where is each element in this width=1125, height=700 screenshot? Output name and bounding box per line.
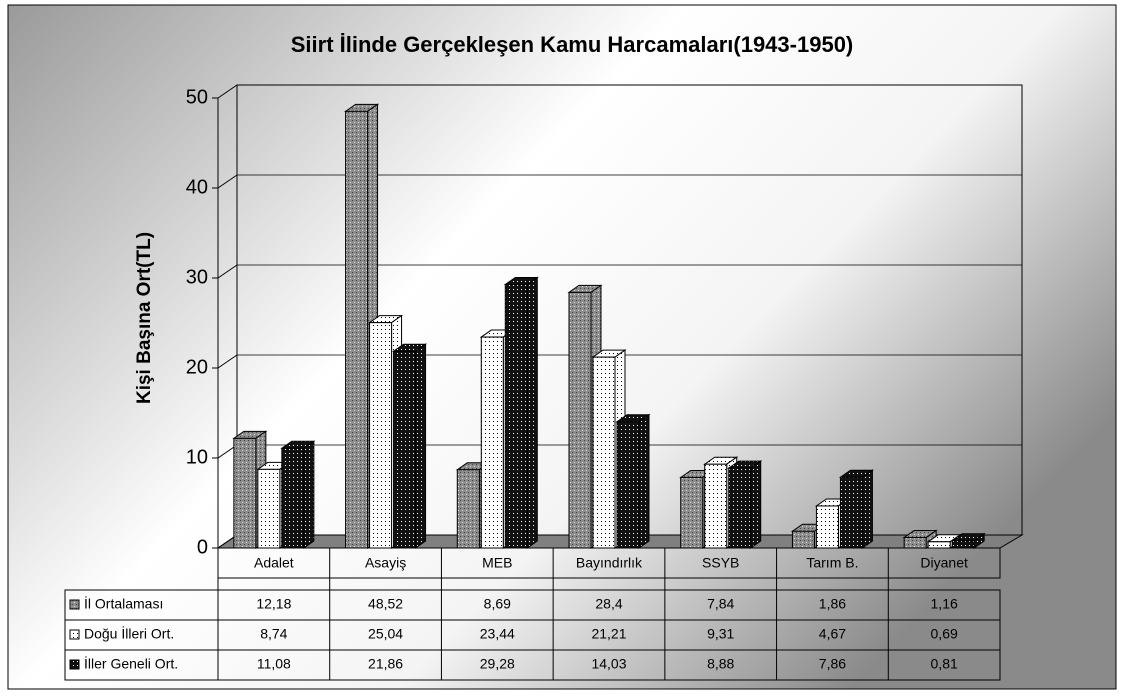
table-cell: 8,74 [260, 626, 287, 642]
x-tick-label: Diyanet [920, 555, 968, 571]
bar-front [951, 540, 975, 549]
table-cell: 48,52 [368, 596, 403, 612]
bar [615, 413, 651, 549]
bar-front [616, 421, 640, 549]
table-cell: 1,86 [819, 596, 846, 612]
table-cell: 14,03 [591, 656, 626, 672]
bar-front [927, 541, 951, 549]
table-cell: 25,04 [368, 626, 403, 642]
y-tick-depth [217, 84, 238, 99]
bar [280, 440, 316, 549]
table-cell: 23,44 [480, 626, 515, 642]
legend-label: İl Ortalaması [84, 595, 163, 612]
bar-front [504, 283, 528, 549]
bar-front [345, 110, 369, 549]
bar-front [233, 437, 257, 549]
bar-side [750, 460, 762, 549]
bar-front [839, 476, 863, 549]
x-tick-label: Tarım B. [806, 555, 858, 571]
table-cell: 8,88 [707, 656, 734, 672]
legend-key [69, 659, 80, 670]
y-tick-label: 20 [186, 356, 208, 378]
table-cell: 9,31 [707, 626, 734, 642]
table-cell: 8,69 [484, 596, 511, 612]
x-tick-label: Adalet [254, 555, 294, 571]
y-tick-label: 0 [197, 536, 208, 558]
x-tick-label: Bayındırlık [576, 555, 643, 571]
bar-front [903, 537, 927, 549]
bar-front [257, 468, 281, 549]
bar-side [526, 276, 538, 549]
bar [950, 532, 986, 549]
x-tick-label: Asayiş [365, 555, 406, 571]
table-cell: 21,21 [591, 626, 626, 642]
table-cell: 7,86 [819, 656, 846, 672]
table-cell: 11,08 [257, 656, 291, 672]
y-axis-label: Kişi Başına Ort(TL) [134, 232, 155, 404]
table-cell: 21,86 [368, 656, 403, 672]
bar-side [861, 469, 873, 549]
table-cell: 0,81 [931, 656, 958, 672]
legend-key [69, 599, 80, 610]
y-tick-label: 50 [186, 86, 208, 108]
bar-front [480, 336, 504, 549]
table-cell: 28,4 [595, 596, 622, 612]
table-body [64, 589, 1001, 681]
bar-front [791, 530, 815, 549]
bar-front [369, 322, 393, 549]
bar-front [592, 356, 616, 549]
x-tick-label: SSYB [702, 555, 739, 571]
bar-front [704, 463, 728, 549]
bar [727, 460, 763, 549]
chart-title: Siirt İlinde Gerçekleşen Kamu Harcamalar… [291, 32, 854, 57]
table-cell: 29,28 [480, 656, 515, 672]
table-cell: 4,67 [819, 626, 846, 642]
bar-side [638, 413, 650, 549]
table-cell: 12,18 [256, 596, 291, 612]
bar-front [456, 469, 480, 549]
table-cell: 7,84 [707, 596, 734, 612]
bar [838, 469, 875, 549]
bar-front [568, 291, 592, 549]
bar-side [303, 440, 315, 549]
bar [391, 343, 428, 549]
bar-front [680, 476, 704, 549]
chart-frame [7, 4, 1117, 690]
table-cell: 0,69 [931, 626, 958, 642]
bar-side [415, 343, 427, 549]
bar-front [728, 467, 752, 549]
y-tick-depth [217, 174, 238, 189]
y-tick-label: 40 [186, 176, 208, 198]
y-tick-depth [217, 354, 238, 369]
bar-front [393, 350, 417, 549]
y-tick-label: 10 [186, 446, 208, 468]
bar-front [815, 505, 839, 549]
bar [503, 276, 539, 549]
x-tick-label: MEB [482, 555, 512, 571]
bar-front [281, 447, 305, 549]
legend-key [69, 629, 80, 640]
y-tick-depth [217, 264, 238, 279]
table-cell: 1,16 [931, 596, 958, 612]
y-tick-label: 30 [186, 266, 208, 288]
legend-label: Doğu İlleri Ort. [84, 625, 174, 642]
legend-label: İller Geneli Ort. [84, 655, 178, 672]
